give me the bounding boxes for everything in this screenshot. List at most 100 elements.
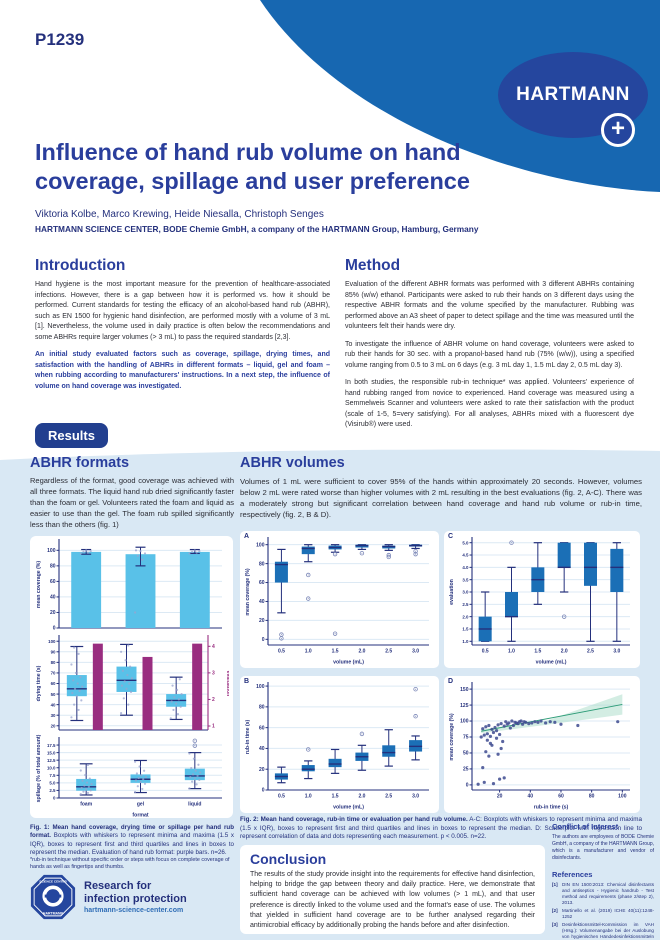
svg-text:0: 0 (53, 626, 56, 632)
svg-text:2.0: 2.0 (561, 649, 568, 655)
svg-text:evaluation: evaluation (449, 579, 455, 605)
svg-text:0.5: 0.5 (278, 649, 285, 655)
svg-text:mean coverage (%): mean coverage (%) (36, 561, 42, 609)
conclusion-heading: Conclusion (250, 851, 327, 867)
affiliation-line: HARTMANN SCIENCE CENTER, BODE Chemie Gmb… (35, 224, 479, 234)
svg-text:20: 20 (51, 723, 56, 728)
svg-text:2.0: 2.0 (358, 649, 365, 655)
svg-text:20: 20 (497, 794, 503, 800)
svg-text:2.5: 2.5 (385, 649, 392, 655)
header-swoosh-shape (260, 0, 660, 192)
svg-text:3.5: 3.5 (462, 577, 469, 582)
svg-text:125: 125 (460, 703, 469, 709)
svg-text:1.0: 1.0 (508, 649, 515, 655)
svg-text:50: 50 (51, 692, 56, 697)
svg-text:rub-in time (s): rub-in time (s) (534, 805, 569, 811)
references-heading: References (552, 870, 593, 879)
svg-text:mean coverage (%): mean coverage (%) (449, 713, 455, 761)
fig1-drying-time-chart: 20 30 40 50 60 70 80 90 100 drying time (s) 1 2 3 4 ev… (34, 632, 229, 734)
svg-text:100: 100 (48, 639, 56, 644)
svg-text:0.5: 0.5 (278, 794, 285, 800)
footer-tagline-line2: infection protection (84, 892, 187, 905)
svg-text:150: 150 (460, 687, 469, 693)
method-paragraph-3: In both studies, the responsible rub-in … (345, 379, 634, 428)
svg-text:80: 80 (259, 705, 265, 711)
svg-text:gel: gel (137, 802, 145, 808)
svg-text:80: 80 (50, 564, 56, 570)
svg-text:20: 20 (259, 767, 265, 773)
svg-text:80: 80 (259, 561, 265, 567)
science-center-badge-icon: SCIENCE CENTER HARTMANN (30, 874, 76, 920)
svg-text:20: 20 (259, 618, 265, 624)
svg-text:1.5: 1.5 (332, 649, 339, 655)
fig2-panel-d: D 0 25 50 75 100 125 150 mean coverage (%) rub-i… (444, 676, 640, 813)
svg-text:40: 40 (50, 595, 56, 601)
svg-text:12.5: 12.5 (47, 758, 56, 763)
abhr-formats-text: Regardless of the format, good coverage … (30, 476, 234, 529)
fig2-correlation-scatterplot: 0 25 50 75 100 125 150 mean coverage (%) rub-in … (447, 679, 637, 810)
svg-text:volume (mL): volume (mL) (536, 660, 567, 666)
svg-text:60: 60 (259, 725, 265, 731)
svg-text:1.0: 1.0 (305, 649, 312, 655)
svg-text:0.5: 0.5 (482, 649, 489, 655)
svg-text:liquid: liquid (188, 802, 201, 808)
svg-text:15.0: 15.0 (47, 750, 56, 755)
svg-text:4: 4 (212, 644, 215, 650)
authors-line: Viktoria Kolbe, Marco Krewing, Heide Nie… (35, 209, 324, 220)
svg-text:60: 60 (50, 579, 56, 585)
svg-text:60: 60 (558, 794, 564, 800)
svg-text:HARTMANN: HARTMANN (43, 911, 64, 915)
svg-text:100: 100 (618, 794, 627, 800)
fig1-spillage-chart: 0 2.5 5.0 7.5 10.0 12.5 15.0 17.5 spillage (% of… (34, 734, 229, 818)
fig2-coverage-boxplot: 0 20 40 60 80 100 mean coverage (%) volume (mL)… (243, 534, 436, 665)
svg-text:2: 2 (212, 697, 215, 703)
svg-text:foam: foam (80, 802, 93, 808)
method-section: Method Evaluation of the different ABHR … (345, 257, 634, 438)
panel-letter-d: D (448, 678, 454, 685)
svg-text:3: 3 (212, 671, 215, 677)
svg-text:60: 60 (259, 580, 265, 586)
introduction-section: Introduction Hand hygiene is the most im… (35, 257, 330, 399)
fig2-panel-c: C 1.0 1.5 2.0 2.5 3.0 3.5 4.0 4.5 5.0 evaluation v… (444, 531, 640, 668)
svg-text:spillage (% of total amount): spillage (% of total amount) (36, 734, 42, 802)
fig1-coverage-chart: 0 20 40 60 80 100 mean coverage (%) (34, 536, 229, 632)
reference-item: [3] Desinfektionsmittel-Kommission im VA… (552, 921, 654, 940)
svg-text:40: 40 (259, 599, 265, 605)
svg-text:60: 60 (51, 681, 56, 686)
svg-text:25: 25 (463, 767, 469, 773)
panel-letter-c: C (448, 533, 454, 540)
svg-text:0: 0 (466, 783, 469, 789)
results-wave-shape (0, 449, 660, 474)
poster-code: P1239 (35, 30, 85, 49)
svg-text:40: 40 (51, 702, 56, 707)
fig2-caption: Fig. 2: Mean hand coverage, rub-in time … (240, 816, 643, 840)
svg-text:3.0: 3.0 (412, 649, 419, 655)
svg-text:100: 100 (256, 542, 265, 548)
svg-text:SCIENCE CENTER: SCIENCE CENTER (39, 880, 67, 884)
svg-text:mean coverage (%): mean coverage (%) (245, 568, 251, 616)
svg-text:1.0: 1.0 (305, 794, 312, 800)
svg-text:50: 50 (463, 751, 469, 757)
hartmann-plus-icon: + (601, 113, 635, 147)
svg-text:0: 0 (262, 788, 265, 794)
introduction-heading: Introduction (35, 257, 126, 274)
svg-text:80: 80 (51, 660, 56, 665)
svg-text:3.0: 3.0 (412, 794, 419, 800)
svg-text:1.5: 1.5 (462, 627, 469, 632)
svg-text:rub-in time (s): rub-in time (s) (245, 719, 251, 754)
introduction-paragraph-1: Hand hygiene is the most important measu… (35, 281, 330, 341)
method-paragraph-2: To investigate the influence of ABHR vol… (345, 340, 634, 369)
svg-text:17.5: 17.5 (47, 743, 56, 748)
abhr-volumes-heading: ABHR volumes (240, 455, 345, 471)
svg-text:2.5: 2.5 (385, 794, 392, 800)
svg-text:7.5: 7.5 (49, 773, 56, 778)
svg-text:1: 1 (212, 724, 215, 730)
svg-text:90: 90 (51, 649, 56, 654)
svg-text:30: 30 (51, 713, 56, 718)
svg-text:80: 80 (589, 794, 595, 800)
fig2-evaluation-boxplot: 1.0 1.5 2.0 2.5 3.0 3.5 4.0 4.5 5.0 evaluation vol… (447, 534, 637, 665)
svg-text:2.5: 2.5 (462, 602, 469, 607)
svg-text:4.0: 4.0 (462, 565, 469, 570)
conflict-text: The authors are employees of BODE Chemie… (552, 834, 654, 861)
